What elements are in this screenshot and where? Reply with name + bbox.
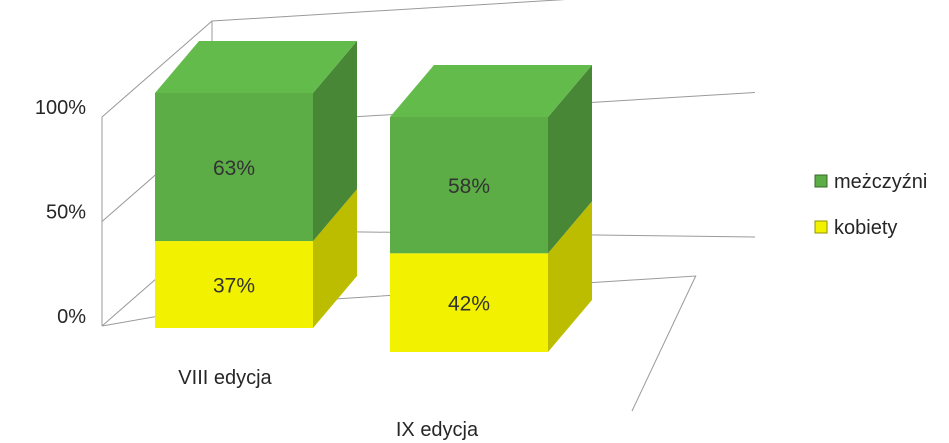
- category-label: VIII edycja: [178, 367, 272, 389]
- chart-labels: 0% 50% 100% 37% 63% 42% 58% VIII edycja IX edycj…: [35, 97, 490, 441]
- data-label: 63%: [213, 157, 255, 180]
- bar-kobiety-0: [155, 241, 313, 328]
- legend-swatch: [814, 220, 828, 234]
- chart-bars: [155, 41, 592, 352]
- legend-swatch: [814, 174, 828, 188]
- bar-top-meżczyźni-0: [155, 41, 357, 93]
- data-label: 58%: [448, 175, 490, 198]
- legend-label: kobiety: [834, 217, 897, 239]
- bar-side-meżczyźni-0: [313, 41, 357, 242]
- bar-side-kobiety-1: [548, 201, 592, 352]
- data-label: 37%: [213, 275, 255, 298]
- data-label: 42%: [448, 293, 490, 316]
- bar-top-meżczyźni-1: [390, 65, 592, 117]
- category-label: IX edycja: [396, 419, 479, 441]
- bar-meżczyźni-1: [390, 117, 548, 254]
- chart-legend: meżczyźni kobiety: [814, 171, 927, 239]
- legend-label: meżczyźni: [834, 171, 927, 193]
- bar-meżczyźni-0: [155, 93, 313, 242]
- bar-kobiety-1: [390, 253, 548, 352]
- y-tick-label: 100%: [35, 97, 86, 119]
- y-tick-label: 50%: [46, 202, 86, 224]
- bar-side-kobiety-0: [313, 189, 357, 328]
- y-tick-label: 0%: [57, 306, 86, 328]
- bar-side-meżczyźni-1: [548, 65, 592, 254]
